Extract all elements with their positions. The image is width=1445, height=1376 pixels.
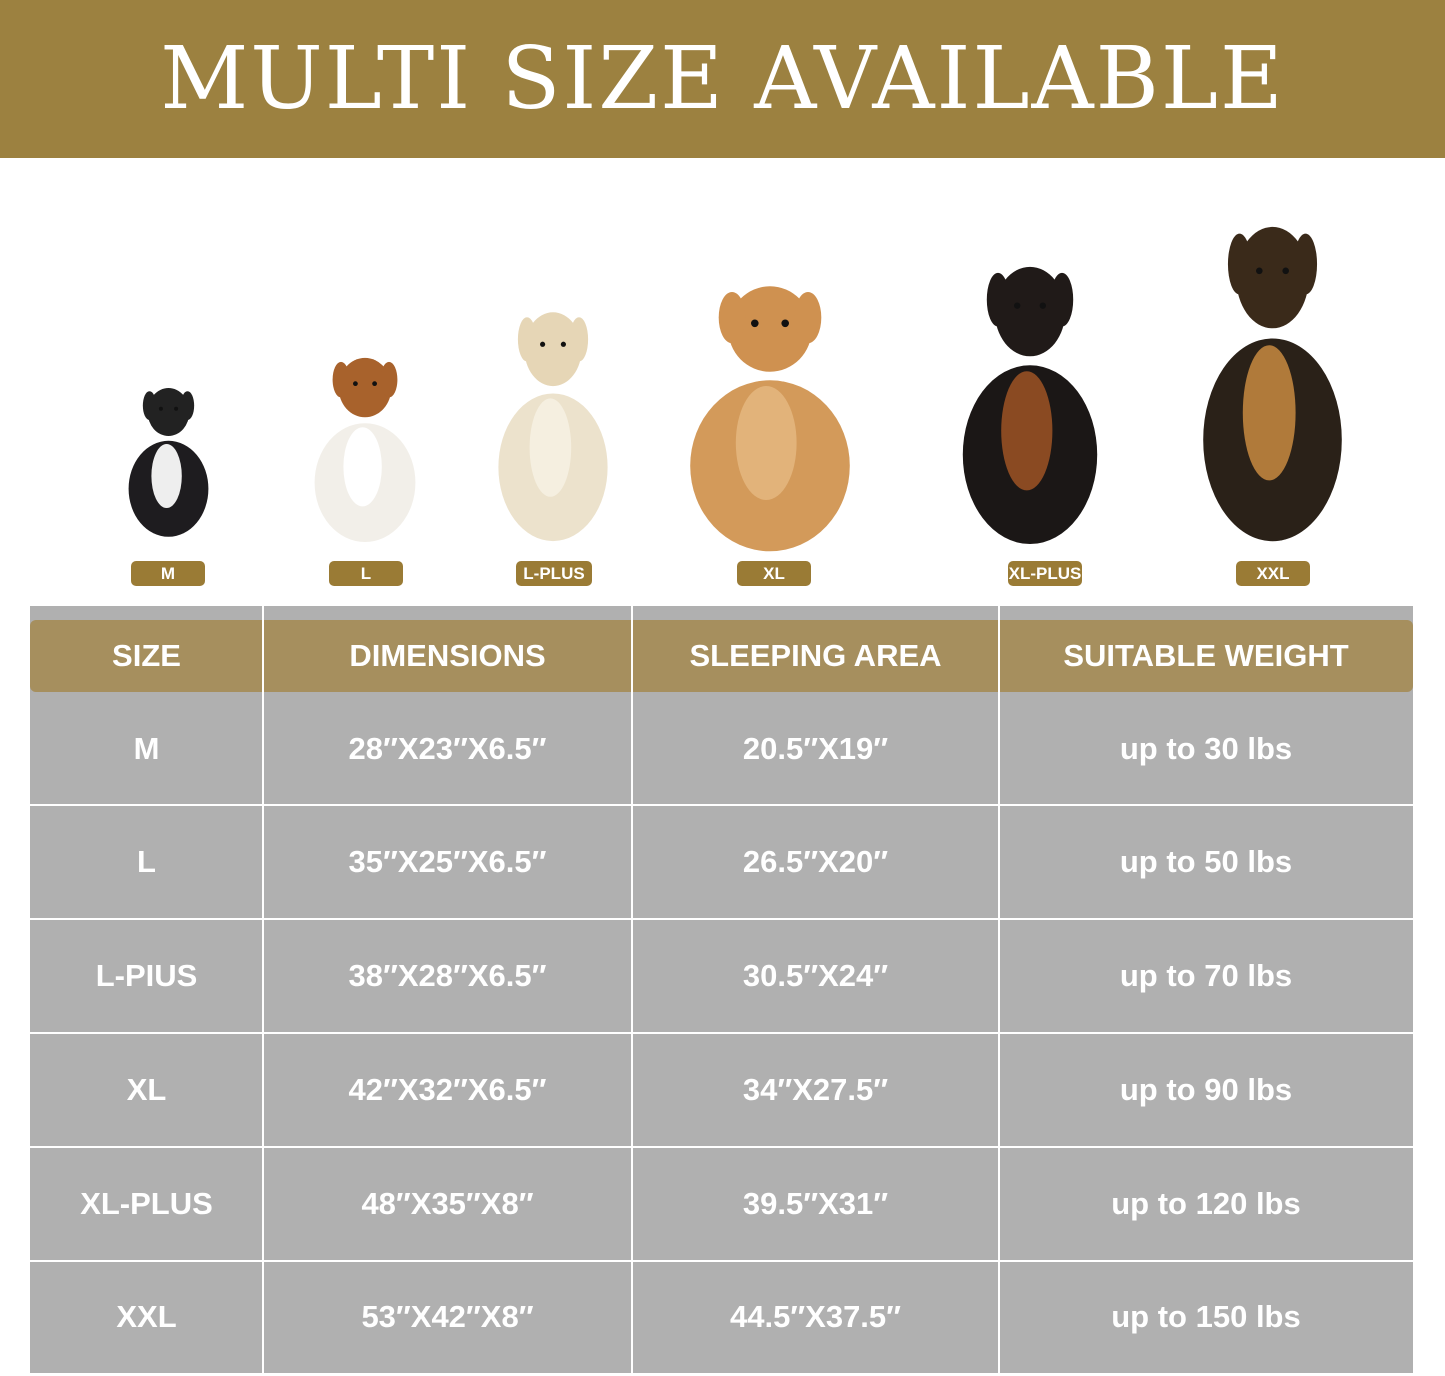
row-divider (30, 918, 1413, 920)
cell-size: M (133, 730, 160, 766)
german-shepherd-dog-icon (1202, 226, 1342, 542)
cell-sleeping-area: 26.5″X20″ (742, 844, 889, 879)
light-golden-retriever-dog-icon (498, 312, 608, 542)
cell-dimensions: 48″X35″X8″ (361, 1186, 534, 1221)
size-tag: XL-PLUS (1008, 561, 1082, 586)
size-tag: XL (737, 561, 811, 586)
cell-dimensions: 53″X42″X8″ (361, 1299, 534, 1334)
header-suitable-weight: SUITABLE WEIGHT (1063, 638, 1349, 673)
cell-suitable-weight: up to 150 lbs (1111, 1299, 1301, 1334)
row-divider (30, 804, 1413, 806)
cell-sleeping-area: 44.5″X37.5″ (729, 1299, 902, 1334)
row-divider (30, 1146, 1413, 1148)
cell-sleeping-area: 20.5″X19″ (742, 730, 889, 766)
row-divider (30, 1032, 1413, 1034)
size-tag: L (329, 561, 403, 586)
header-sleeping-area: SLEEPING AREA (689, 638, 942, 673)
cell-size: L-PIUS (95, 958, 198, 993)
size-tag: M (131, 561, 205, 586)
row-divider (30, 1260, 1413, 1262)
column-divider (998, 606, 1000, 1373)
size-tag: XXL (1236, 561, 1310, 586)
header-dimensions: DIMENSIONS (349, 638, 546, 673)
cell-suitable-weight: up to 70 lbs (1119, 958, 1293, 993)
size-table: SIZE DIMENSIONS SLEEPING AREA SUITABLE WEIG… (30, 606, 1413, 1373)
table-header-row (30, 620, 1413, 692)
cell-suitable-weight: up to 30 lbs (1119, 730, 1293, 766)
cell-sleeping-area: 39.5″X31″ (742, 1186, 889, 1221)
doberman-dog-icon (962, 266, 1098, 545)
cell-size: XXL (116, 1299, 177, 1334)
page-title: MULTI SIZE AVAILABLE (160, 29, 1285, 129)
cell-suitable-weight: up to 90 lbs (1119, 1072, 1293, 1107)
cell-suitable-weight: up to 120 lbs (1111, 1186, 1301, 1221)
header-size: SIZE (112, 638, 181, 673)
cell-dimensions: 42″X32″X6.5″ (348, 1072, 547, 1107)
cell-size: XL-PLUS (80, 1186, 213, 1221)
size-tag: L-PLUS (516, 561, 592, 586)
french-bulldog-dog-icon (128, 388, 208, 537)
cell-dimensions: 28″X23″X6.5″ (348, 730, 547, 766)
column-divider (631, 606, 633, 1373)
cell-sleeping-area: 34″X27.5″ (742, 1072, 889, 1107)
beagle-dog-icon (314, 357, 416, 543)
cell-size: L (137, 844, 156, 879)
cell-dimensions: 35″X25″X6.5″ (348, 844, 547, 879)
column-divider (262, 606, 264, 1373)
cell-sleeping-area: 30.5″X24″ (742, 958, 889, 993)
cell-suitable-weight: up to 50 lbs (1119, 844, 1293, 879)
cell-dimensions: 38″X28″X6.5″ (348, 958, 547, 993)
cell-size: XL (126, 1072, 167, 1107)
golden-retriever-dog-icon (690, 286, 850, 552)
title-banner: MULTI SIZE AVAILABLE (0, 0, 1445, 158)
